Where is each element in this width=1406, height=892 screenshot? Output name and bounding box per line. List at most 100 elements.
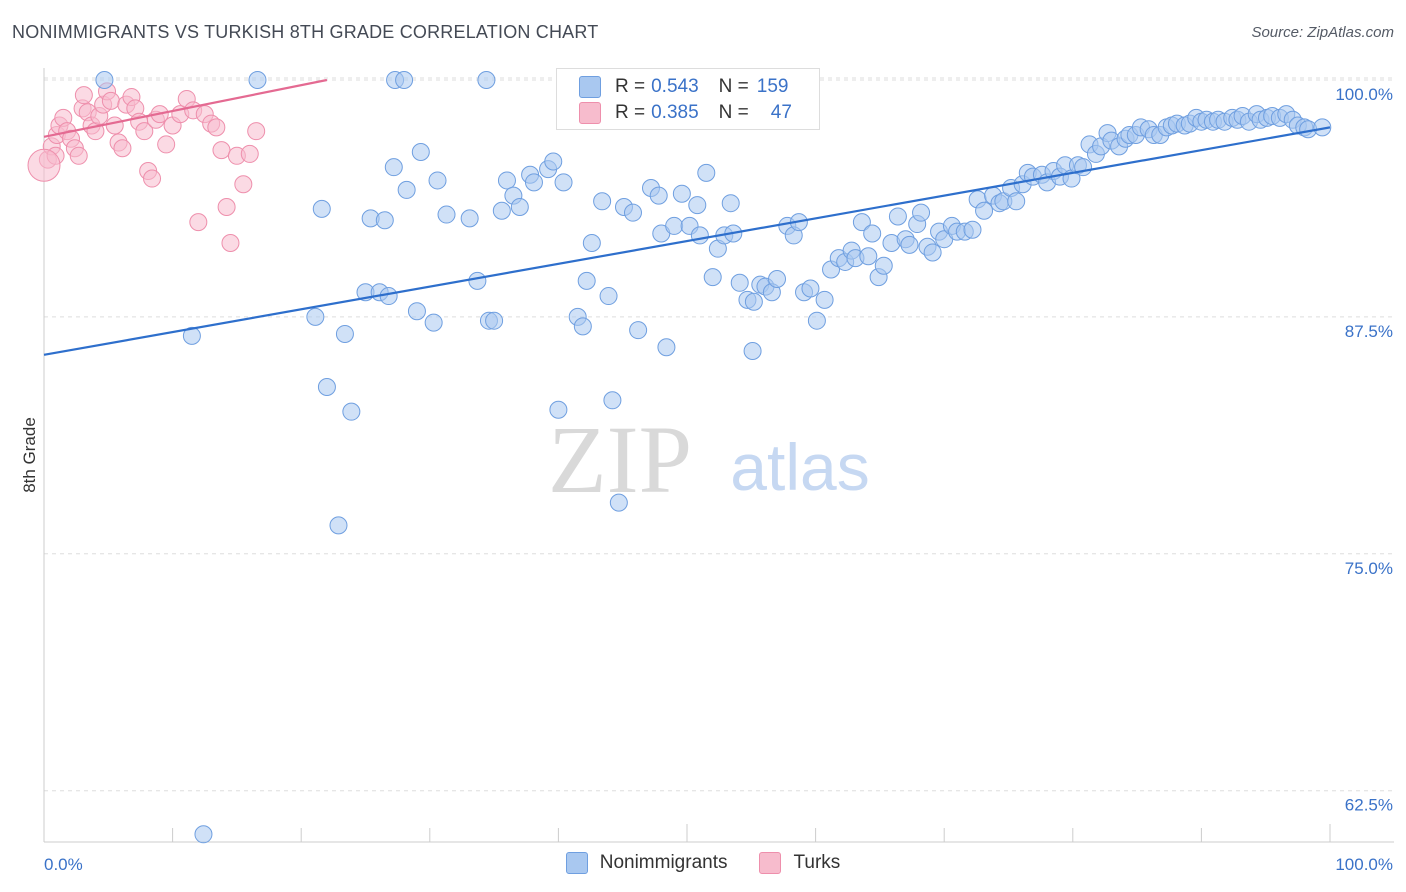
nonimmigrants-point	[859, 247, 878, 266]
nonimmigrants-point	[863, 224, 882, 243]
turks-point	[217, 197, 236, 216]
nonimmigrants-point	[609, 493, 628, 512]
nonimmigrants-point	[672, 184, 691, 203]
nonimmigrants-point	[497, 171, 516, 190]
r-label: R =	[615, 76, 646, 97]
turks-point	[189, 213, 208, 232]
nonimmigrants-point	[582, 233, 601, 252]
nonimmigrants-point	[603, 391, 622, 410]
nonimmigrants-point	[743, 342, 762, 361]
nonimmigrants-point	[554, 173, 573, 192]
tick-labels: 100.0% 87.5% 75.0% 62.5% 0.0% 100.0%	[44, 85, 1393, 874]
turks-point	[101, 91, 120, 110]
n-value: 47	[770, 102, 792, 123]
series-legend: Nonimmigrants Turks	[0, 852, 1406, 874]
nonimmigrants-point	[657, 338, 676, 357]
chart-title: NONIMMIGRANTS VS TURKISH 8TH GRADE CORRE…	[12, 22, 599, 42]
turks-point	[27, 148, 61, 182]
nonimmigrants-point	[468, 271, 487, 290]
nonimmigrants-point	[329, 516, 348, 535]
nonimmigrants-point	[874, 256, 893, 275]
nonimmigrants-point	[407, 302, 426, 321]
nonimmigrants-point	[379, 287, 398, 306]
turks-trend-line	[43, 78, 328, 138]
turks-swatch	[579, 102, 601, 124]
nonimmigrants-point	[912, 203, 931, 222]
nonimmigrants-point	[317, 378, 336, 397]
n-label: N =	[718, 76, 749, 97]
r-value: 0.385	[651, 102, 699, 123]
trend-lines	[43, 78, 1331, 356]
nonimmigrants-point	[852, 213, 871, 232]
nonimmigrants-point	[703, 268, 722, 287]
legend-label: Nonimmigrants	[599, 852, 728, 873]
nonimmigrants-point	[395, 71, 414, 89]
stats-row-turks: R = 0.385 N = 47	[579, 102, 792, 124]
watermark: ZIP atlas	[548, 406, 870, 513]
nonimmigrants-point	[424, 313, 443, 332]
nonimmigrants-point	[342, 402, 361, 421]
turks-point	[212, 141, 231, 160]
nonimmigrants-point	[690, 226, 709, 245]
n-label: N =	[718, 102, 749, 123]
stats-legend: R = 0.543 N = 159 R = 0.385 N = 47	[556, 68, 820, 130]
nonimmigrants-trend-line	[43, 126, 1331, 356]
nonimmigrants-point	[923, 243, 942, 262]
r-label: R =	[615, 102, 646, 123]
turks-point	[247, 122, 266, 141]
source-credit: Source: ZipAtlas.com	[1251, 24, 1394, 41]
nonimmigrants-point	[312, 199, 331, 218]
nonimmigrants-point	[801, 279, 820, 298]
turks-point	[207, 118, 226, 137]
nonimmigrants-point	[593, 192, 612, 211]
nonimmigrants-point	[510, 197, 529, 216]
nonimmigrants-point	[524, 173, 543, 192]
turks-point	[105, 116, 124, 135]
nonimmigrants-point	[248, 71, 267, 89]
turks-point	[221, 233, 240, 252]
y-tick-label: 62.5%	[1345, 796, 1393, 815]
nonimmigrants-point	[375, 211, 394, 230]
nonimmigrants-point	[629, 321, 648, 340]
nonimmigrants-point	[544, 152, 563, 171]
nonimmigrants-point	[492, 201, 511, 220]
turks-point	[113, 139, 132, 158]
nonimmigrants-points	[95, 71, 1332, 844]
nonimmigrants-point	[768, 269, 787, 288]
turks-point	[74, 86, 93, 105]
nonimmigrants-point	[888, 207, 907, 226]
nonimmigrants-legend-swatch	[565, 852, 588, 874]
nonimmigrants-point	[384, 158, 403, 177]
nonimmigrants-point	[95, 71, 114, 89]
y-tick-label: 75.0%	[1345, 559, 1393, 578]
nonimmigrants-point	[182, 326, 201, 345]
nonimmigrants-point	[697, 163, 716, 182]
nonimmigrants-point	[649, 186, 668, 205]
nonimmigrants-point	[573, 317, 592, 336]
nonimmigrants-point	[1313, 118, 1332, 137]
n-value: 159	[756, 76, 789, 97]
nonimmigrants-point	[477, 71, 496, 89]
x-tick-label: 0.0%	[44, 855, 83, 874]
nonimmigrants-point	[577, 271, 596, 290]
turks-point	[240, 144, 259, 163]
nonimmigrants-point	[437, 205, 456, 224]
y-axis-label: 8th Grade	[20, 417, 39, 493]
nonimmigrants-point	[744, 292, 763, 311]
legend-label: Turks	[793, 852, 841, 873]
nonimmigrants-point	[721, 194, 740, 213]
nonimmigrants-point	[730, 273, 749, 292]
legend-item-turks[interactable]: Turks	[759, 852, 840, 874]
nonimmigrants-swatch	[579, 76, 601, 98]
nonimmigrants-point	[599, 287, 618, 306]
legend-item-nonimmigrants[interactable]: Nonimmigrants	[565, 852, 728, 874]
turks-point	[234, 175, 253, 194]
nonimmigrants-point	[549, 400, 568, 419]
nonimmigrants-point	[411, 143, 430, 162]
turks-point	[135, 122, 154, 141]
r-value: 0.543	[651, 76, 699, 97]
turks-point	[69, 146, 88, 165]
nonimmigrants-point	[335, 324, 354, 343]
nonimmigrants-point	[306, 307, 325, 326]
turks-point	[143, 169, 162, 188]
